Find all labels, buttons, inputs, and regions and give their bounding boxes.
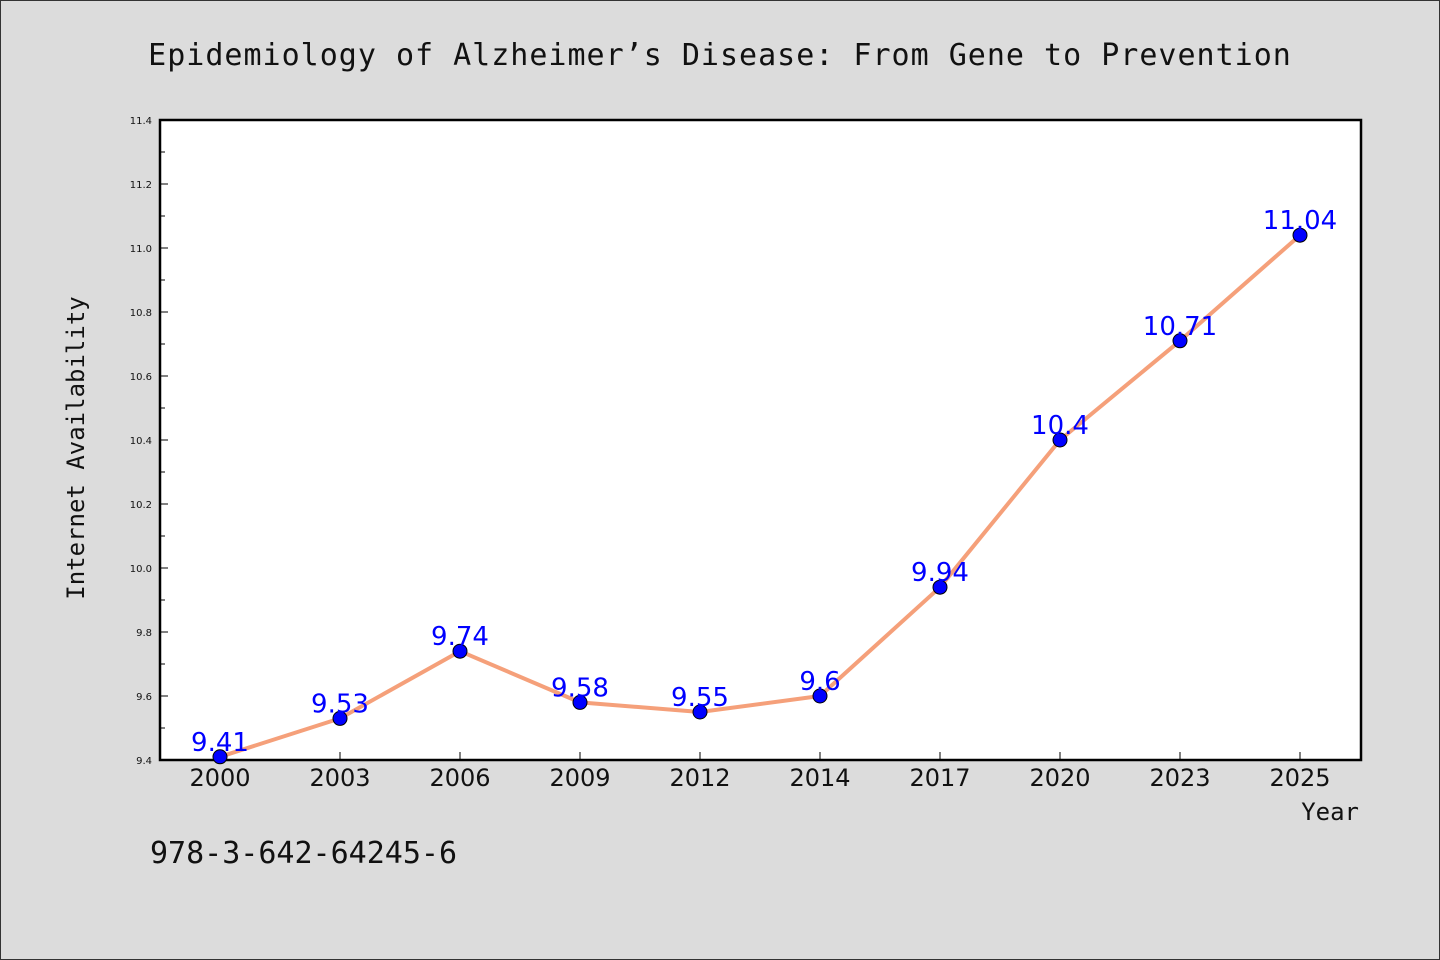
chart-title: Epidemiology of Alzheimer’s Disease: Fro… [148, 38, 1292, 73]
data-point [1172, 333, 1188, 349]
x-tick-label: 2000 [189, 764, 250, 792]
data-label: 9.58 [551, 673, 609, 703]
y-tick-label: 10.8 [130, 308, 152, 319]
data-label: 9.53 [311, 689, 369, 719]
y-tick-label: 10.4 [130, 436, 152, 447]
data-point [572, 694, 588, 710]
data-point [332, 710, 348, 726]
plot-area [160, 120, 1361, 760]
data-point [932, 579, 948, 595]
data-label: 9.74 [431, 622, 489, 652]
y-tick-label: 9.8 [136, 628, 152, 639]
y-tick-label: 11.0 [130, 244, 152, 255]
data-label: 9.94 [911, 558, 969, 588]
data-point [1292, 227, 1308, 243]
y-tick-label: 11.4 [130, 116, 152, 127]
x-tick-label: 2014 [789, 764, 850, 792]
data-label: 10.71 [1143, 312, 1217, 342]
y-tick-label: 10.6 [130, 372, 152, 383]
data-point [452, 643, 468, 659]
data-point [212, 749, 228, 765]
data-label: 11.04 [1263, 206, 1337, 236]
x-axis-label: Year [1301, 798, 1359, 826]
x-tick-label: 2006 [429, 764, 490, 792]
x-tick-label: 2003 [309, 764, 370, 792]
data-label: 10.4 [1031, 411, 1089, 441]
isbn-text: 978-3-642-64245-6 [150, 836, 458, 871]
x-tick-label: 2012 [669, 764, 730, 792]
y-tick-label: 11.2 [130, 180, 152, 191]
data-label: 9.41 [191, 728, 249, 758]
x-tick-label: 2023 [1149, 764, 1210, 792]
x-tick-label: 2020 [1029, 764, 1090, 792]
data-label: 9.6 [799, 667, 840, 697]
data-point [692, 704, 708, 720]
x-tick-label: 2025 [1269, 764, 1330, 792]
data-point [812, 688, 828, 704]
x-tick-label: 2017 [909, 764, 970, 792]
y-tick-label: 9.4 [136, 756, 152, 767]
series-line [218, 233, 1302, 759]
x-tick-label: 2009 [549, 764, 610, 792]
y-tick-label: 10.0 [130, 564, 152, 575]
data-point [1052, 432, 1068, 448]
y-tick-label: 10.2 [130, 500, 152, 511]
data-label: 9.55 [671, 683, 729, 713]
y-axis-label: Internet Availability [62, 296, 90, 599]
plot-frame [158, 118, 1363, 762]
y-tick-label: 9.6 [136, 692, 152, 703]
